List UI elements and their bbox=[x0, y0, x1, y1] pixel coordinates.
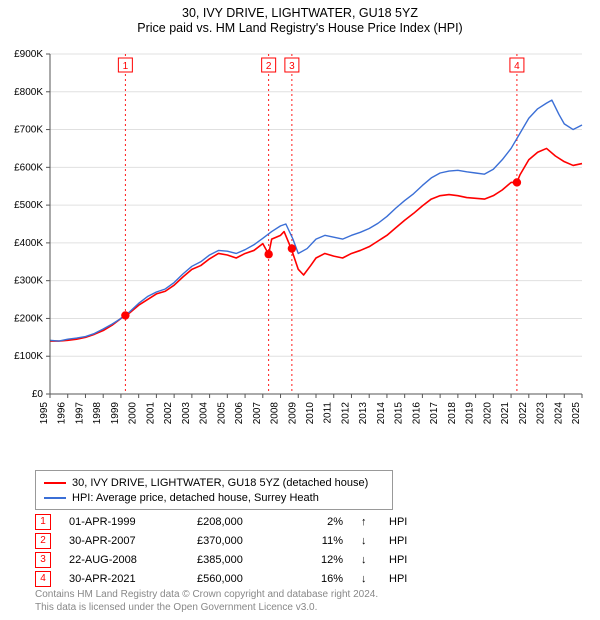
svg-text:2010: 2010 bbox=[305, 402, 316, 425]
svg-text:2015: 2015 bbox=[394, 402, 405, 425]
svg-text:1995: 1995 bbox=[39, 402, 50, 425]
event-tag: HPI bbox=[389, 573, 419, 585]
legend-swatch bbox=[44, 497, 66, 499]
svg-text:2023: 2023 bbox=[536, 402, 547, 425]
svg-text:2014: 2014 bbox=[376, 402, 387, 425]
footer-line-1: Contains HM Land Registry data © Crown c… bbox=[35, 588, 378, 601]
svg-text:£700K: £700K bbox=[14, 125, 43, 136]
svg-text:£300K: £300K bbox=[14, 276, 43, 287]
event-number: 1 bbox=[35, 514, 51, 530]
svg-text:1996: 1996 bbox=[57, 402, 68, 425]
legend-swatch bbox=[44, 482, 66, 484]
svg-text:2: 2 bbox=[266, 61, 272, 72]
legend: 30, IVY DRIVE, LIGHTWATER, GU18 5YZ (det… bbox=[35, 470, 393, 510]
event-price: £370,000 bbox=[197, 535, 277, 547]
svg-text:£800K: £800K bbox=[14, 87, 43, 98]
legend-row: 30, IVY DRIVE, LIGHTWATER, GU18 5YZ (det… bbox=[44, 475, 384, 490]
event-date: 01-APR-1999 bbox=[69, 516, 179, 528]
title-main: 30, IVY DRIVE, LIGHTWATER, GU18 5YZ bbox=[0, 6, 600, 20]
svg-text:3: 3 bbox=[289, 61, 295, 72]
svg-text:£200K: £200K bbox=[14, 313, 43, 324]
title-sub: Price paid vs. HM Land Registry's House … bbox=[0, 21, 600, 35]
event-row: 2 30-APR-2007 £370,000 11% ↓ HPI bbox=[35, 531, 419, 550]
chart-container: 30, IVY DRIVE, LIGHTWATER, GU18 5YZ Pric… bbox=[0, 0, 600, 620]
arrow-icon: ↓ bbox=[361, 535, 371, 547]
event-number: 2 bbox=[35, 533, 51, 549]
event-price: £385,000 bbox=[197, 554, 277, 566]
chart-svg: £0 £100K £200K £300K £400K £500K £600K £700K £80… bbox=[0, 44, 600, 464]
event-price: £208,000 bbox=[197, 516, 277, 528]
svg-text:2003: 2003 bbox=[181, 402, 192, 425]
svg-text:2011: 2011 bbox=[323, 402, 334, 424]
footer-line-2: This data is licensed under the Open Gov… bbox=[35, 601, 378, 614]
event-price: £560,000 bbox=[197, 573, 277, 585]
svg-text:2002: 2002 bbox=[163, 402, 174, 425]
event-date: 22-AUG-2008 bbox=[69, 554, 179, 566]
svg-text:2012: 2012 bbox=[340, 402, 351, 425]
arrow-icon: ↑ bbox=[361, 516, 371, 528]
svg-text:£900K: £900K bbox=[14, 49, 43, 60]
event-tag: HPI bbox=[389, 516, 419, 528]
svg-text:1997: 1997 bbox=[74, 402, 85, 425]
svg-text:2007: 2007 bbox=[252, 402, 263, 425]
svg-text:£600K: £600K bbox=[14, 162, 43, 173]
event-date: 30-APR-2021 bbox=[69, 573, 179, 585]
svg-text:2018: 2018 bbox=[447, 402, 458, 425]
svg-text:2006: 2006 bbox=[234, 402, 245, 425]
svg-text:2024: 2024 bbox=[553, 402, 564, 425]
svg-text:2016: 2016 bbox=[411, 402, 422, 425]
event-number: 4 bbox=[35, 571, 51, 587]
svg-text:2004: 2004 bbox=[199, 402, 210, 425]
footer: Contains HM Land Registry data © Crown c… bbox=[35, 588, 378, 614]
svg-text:2022: 2022 bbox=[518, 402, 529, 425]
svg-text:2017: 2017 bbox=[429, 402, 440, 425]
svg-text:4: 4 bbox=[514, 61, 520, 72]
legend-row: HPI: Average price, detached house, Surr… bbox=[44, 490, 384, 505]
svg-text:1999: 1999 bbox=[110, 402, 121, 425]
svg-text:2019: 2019 bbox=[465, 402, 476, 425]
svg-text:2005: 2005 bbox=[216, 402, 227, 425]
legend-label: HPI: Average price, detached house, Surr… bbox=[72, 492, 319, 504]
legend-label: 30, IVY DRIVE, LIGHTWATER, GU18 5YZ (det… bbox=[72, 477, 368, 489]
events-table: 1 01-APR-1999 £208,000 2% ↑ HPI 2 30-APR-2007 £3… bbox=[35, 512, 419, 588]
event-row: 3 22-AUG-2008 £385,000 12% ↓ HPI bbox=[35, 550, 419, 569]
svg-text:2000: 2000 bbox=[128, 402, 139, 425]
svg-text:2001: 2001 bbox=[145, 402, 156, 425]
svg-text:£400K: £400K bbox=[14, 238, 43, 249]
arrow-icon: ↓ bbox=[361, 554, 371, 566]
svg-text:£0: £0 bbox=[32, 389, 44, 400]
event-pct: 11% bbox=[295, 535, 343, 547]
svg-text:2008: 2008 bbox=[270, 402, 281, 425]
svg-text:£500K: £500K bbox=[14, 200, 43, 211]
svg-text:2009: 2009 bbox=[287, 402, 298, 425]
svg-text:2013: 2013 bbox=[358, 402, 369, 425]
titles: 30, IVY DRIVE, LIGHTWATER, GU18 5YZ Pric… bbox=[0, 0, 600, 35]
event-date: 30-APR-2007 bbox=[69, 535, 179, 547]
event-number: 3 bbox=[35, 552, 51, 568]
arrow-icon: ↓ bbox=[361, 573, 371, 585]
event-pct: 2% bbox=[295, 516, 343, 528]
event-tag: HPI bbox=[389, 554, 419, 566]
svg-text:1: 1 bbox=[123, 61, 129, 72]
event-tag: HPI bbox=[389, 535, 419, 547]
svg-text:1998: 1998 bbox=[92, 402, 103, 425]
svg-text:2020: 2020 bbox=[482, 402, 493, 425]
svg-text:£100K: £100K bbox=[14, 351, 43, 362]
event-row: 1 01-APR-1999 £208,000 2% ↑ HPI bbox=[35, 512, 419, 531]
event-pct: 12% bbox=[295, 554, 343, 566]
svg-text:2025: 2025 bbox=[571, 402, 582, 425]
chart-area: £0 £100K £200K £300K £400K £500K £600K £700K £80… bbox=[0, 44, 600, 464]
event-row: 4 30-APR-2021 £560,000 16% ↓ HPI bbox=[35, 569, 419, 588]
svg-text:2021: 2021 bbox=[500, 402, 511, 425]
event-pct: 16% bbox=[295, 573, 343, 585]
